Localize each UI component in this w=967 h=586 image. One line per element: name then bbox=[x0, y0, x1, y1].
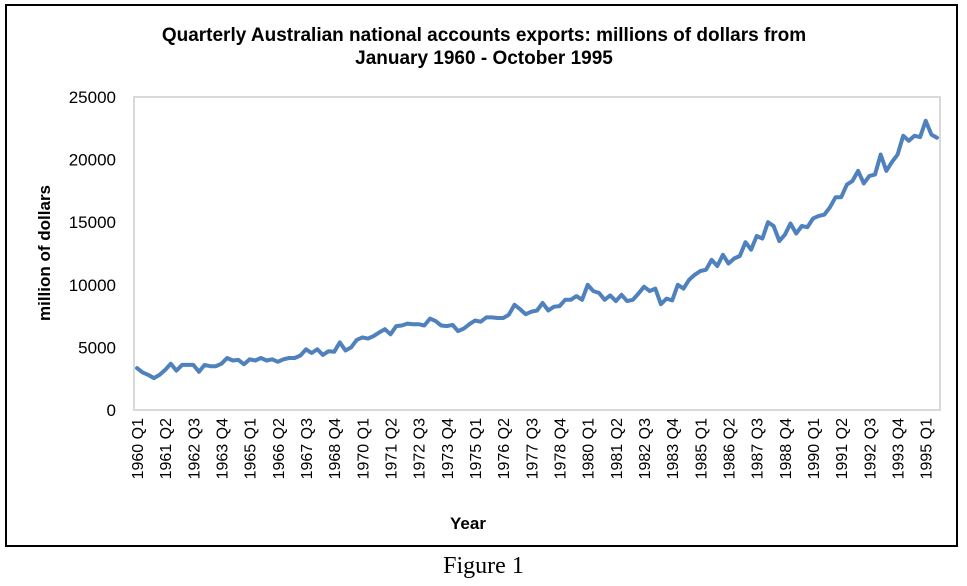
y-tick-label: 25000 bbox=[69, 88, 116, 107]
plot-area bbox=[133, 96, 941, 411]
x-tick-label: 1961 Q2 bbox=[158, 418, 175, 479]
x-tick-label: 1978 Q4 bbox=[553, 418, 570, 479]
x-tick-label: 1976 Q2 bbox=[496, 418, 513, 479]
x-tick-label: 1977 Q3 bbox=[524, 418, 541, 479]
x-tick-label: 1965 Q1 bbox=[243, 418, 260, 479]
x-tick-label: 1973 Q4 bbox=[440, 418, 457, 479]
x-tick-label: 1988 Q4 bbox=[778, 418, 795, 479]
figure-frame bbox=[5, 4, 958, 547]
chart-subtitle: January 1960 - October 1995 bbox=[355, 48, 613, 69]
x-tick-label: 1985 Q1 bbox=[693, 418, 710, 479]
x-tick-label: 1995 Q1 bbox=[919, 418, 936, 479]
x-tick-label: 1968 Q4 bbox=[327, 418, 344, 479]
x-tick-label: 1990 Q1 bbox=[806, 418, 823, 479]
chart: Quarterly Australian national accounts e… bbox=[35, 25, 941, 533]
x-tick-label: 1992 Q3 bbox=[862, 418, 879, 479]
x-axis: 1960 Q1 1961 Q2 1962 Q3 1963 Q4 1965 Q1 1966 … bbox=[130, 418, 936, 479]
x-tick-label: 1966 Q2 bbox=[271, 418, 288, 479]
y-tick-label: 15000 bbox=[69, 213, 116, 232]
x-tick-label: 1981 Q2 bbox=[609, 418, 626, 479]
x-tick-label: 1972 Q3 bbox=[412, 418, 429, 479]
x-tick-label: 1991 Q2 bbox=[834, 418, 851, 479]
x-tick-label: 1983 Q4 bbox=[665, 418, 682, 479]
series-line bbox=[135, 118, 939, 381]
y-tick-label: 20000 bbox=[69, 151, 116, 170]
x-axis-label: Year bbox=[450, 514, 486, 533]
figure-caption: Figure 1 bbox=[443, 553, 524, 579]
chart-title: Quarterly Australian national accounts e… bbox=[162, 25, 806, 46]
x-tick-label: 1993 Q4 bbox=[891, 418, 908, 479]
x-tick-label: 1970 Q1 bbox=[355, 418, 372, 479]
x-tick-label: 1963 Q4 bbox=[215, 418, 232, 479]
x-tick-label: 1971 Q2 bbox=[384, 418, 401, 479]
y-tick-label: 0 bbox=[107, 401, 116, 420]
x-tick-label: 1987 Q3 bbox=[750, 418, 767, 479]
y-axis: 0 5000 10000 15000 20000 25000 bbox=[69, 88, 116, 420]
x-tick-label: 1967 Q3 bbox=[299, 418, 316, 479]
x-tick-label: 1975 Q1 bbox=[468, 418, 485, 479]
x-tick-label: 1982 Q3 bbox=[637, 418, 654, 479]
y-tick-label: 10000 bbox=[69, 276, 116, 295]
y-tick-label: 5000 bbox=[78, 338, 116, 357]
x-tick-label: 1960 Q1 bbox=[130, 418, 147, 479]
y-axis-label: million of dollars bbox=[35, 185, 54, 321]
x-tick-label: 1986 Q2 bbox=[722, 418, 739, 479]
x-tick-label: 1980 Q1 bbox=[581, 418, 598, 479]
x-tick-label: 1962 Q3 bbox=[186, 418, 203, 479]
